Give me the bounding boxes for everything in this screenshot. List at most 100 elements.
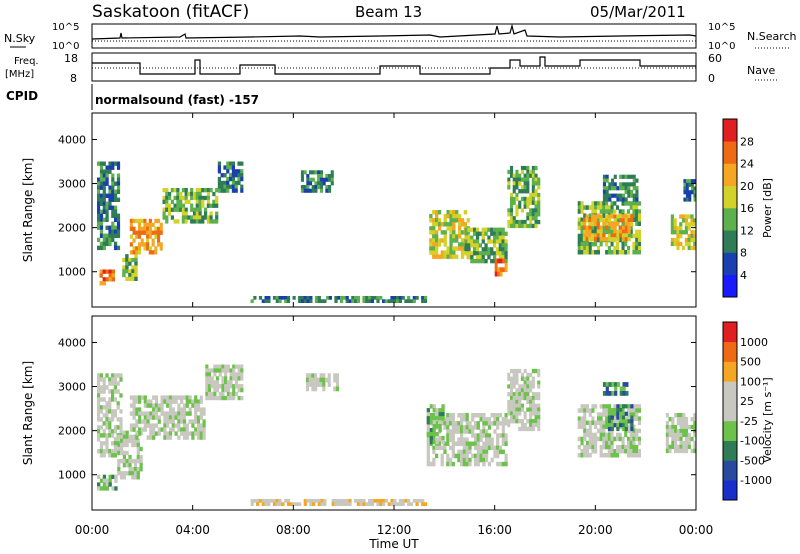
data-cell-p1-6 [446, 425, 450, 430]
data-cell-p1-8 [507, 399, 511, 405]
data-cell-p1-3 [191, 399, 195, 404]
data-cell-p0-2 [134, 261, 138, 266]
data-cell-p1-6 [468, 445, 472, 451]
data-cell-p0-16 [365, 299, 369, 303]
data-cell-p0-0 [108, 201, 112, 206]
data-cell-p1-9 [624, 444, 628, 450]
data-cell-p1-9 [629, 444, 633, 450]
data-cell-p0-15 [683, 179, 687, 184]
data-cell-p1-6 [485, 433, 489, 438]
data-cell-p1-8 [531, 399, 535, 405]
data-cell-p1-6 [498, 421, 503, 426]
data-cell-p1-6 [446, 457, 450, 463]
data-cell-p0-11 [637, 229, 641, 235]
data-cell-p0-10 [523, 177, 527, 182]
data-cell-p0-3 [129, 222, 133, 227]
data-cell-p0-7 [452, 230, 456, 235]
data-cell-p0-6 [325, 177, 329, 182]
data-cell-p0-4 [181, 203, 185, 208]
data-cell-p1-6 [476, 461, 480, 467]
data-cell-p1-9 [635, 416, 639, 421]
x-tick-label-1: 04:00 [175, 523, 210, 537]
data-cell-p0-8 [504, 251, 508, 256]
data-cell-p1-8 [526, 372, 530, 378]
data-cell-p0-0 [116, 173, 121, 178]
data-cell-p0-6 [303, 185, 307, 190]
data-cell-p0-12 [585, 229, 589, 234]
data-cell-p0-10 [531, 216, 535, 221]
data-cell-p1-8 [526, 380, 530, 385]
data-cell-p0-16 [303, 299, 307, 303]
data-cell-p1-8 [512, 411, 516, 416]
data-cell-p1-2 [128, 467, 132, 472]
data-cell-p0-13 [635, 189, 639, 194]
data-cell-p1-9 [580, 408, 584, 413]
data-cell-p0-3 [146, 238, 150, 243]
data-cell-p0-14 [670, 237, 674, 243]
data-cell-p1-13 [317, 502, 321, 506]
data-cell-p0-12 [621, 218, 626, 223]
data-cell-p1-9 [599, 420, 603, 425]
data-cell-p1-6 [460, 441, 464, 446]
data-cell-p0-8 [481, 231, 485, 236]
data-cell-p1-8 [507, 403, 511, 408]
data-cell-p1-8 [507, 411, 511, 416]
data-cell-p0-14 [673, 230, 677, 235]
data-cell-p0-12 [613, 218, 617, 223]
data-cell-p1-6 [448, 413, 453, 418]
data-cell-p0-7 [435, 230, 439, 235]
data-cell-p0-0 [102, 193, 106, 198]
data-cell-p1-6 [496, 417, 500, 422]
data-cell-p1-8 [534, 407, 538, 412]
data-cell-p1-6 [465, 425, 469, 430]
data-cell-p1-12 [674, 440, 678, 446]
data-cell-p0-4 [215, 203, 219, 208]
data-cell-p0-5 [231, 180, 235, 186]
data-cell-p1-6 [451, 461, 455, 467]
data-cell-p0-15 [685, 179, 689, 184]
data-cell-p0-0 [111, 173, 115, 178]
data-cell-p1-13 [278, 502, 282, 506]
data-cell-p1-9 [618, 432, 622, 438]
data-cell-p0-6 [314, 185, 318, 190]
data-cell-p0-10 [507, 181, 511, 186]
x-ticks: 00:00 04:00 08:00 12:00 16:00 20:00 00:00 [75, 113, 713, 537]
data-cell-p1-6 [454, 453, 458, 459]
data-cell-p0-5 [226, 176, 230, 182]
data-cell-p1-3 [168, 399, 173, 404]
data-cell-p1-4 [213, 384, 217, 389]
data-cell-p1-6 [504, 461, 508, 467]
data-cell-p1-10 [616, 411, 620, 416]
data-cell-p0-11 [602, 209, 606, 214]
data-cell-p0-6 [311, 177, 315, 182]
data-cell-p1-3 [132, 407, 136, 412]
data-cell-p0-7 [443, 234, 447, 239]
data-cell-p0-7 [449, 234, 453, 239]
data-cell-p1-4 [234, 376, 238, 381]
data-cell-p1-3 [199, 411, 203, 416]
data-cell-p0-0 [114, 193, 118, 198]
data-cell-p0-11 [605, 229, 609, 235]
data-cell-p0-11 [602, 229, 606, 235]
data-cell-p0-11 [605, 205, 609, 210]
data-cell-p1-13 [393, 502, 397, 506]
data-cell-p0-14 [670, 214, 674, 219]
data-cell-p0-16 [272, 296, 277, 300]
data-cell-p1-1 [102, 478, 107, 483]
data-cell-p1-6 [457, 429, 461, 434]
data-cell-p1-8 [529, 384, 533, 389]
data-cell-p0-11 [618, 209, 622, 214]
data-cell-p0-4 [176, 191, 180, 197]
data-cell-p0-16 [250, 299, 254, 303]
data-cell-p0-0 [116, 177, 121, 182]
data-cell-p1-10 [630, 404, 634, 409]
data-cell-p1-3 [180, 399, 184, 404]
data-cell-p1-5 [335, 377, 339, 383]
data-cell-p1-9 [591, 436, 595, 442]
data-cell-p1-2 [136, 446, 140, 452]
data-cell-p1-7 [435, 439, 439, 445]
data-cell-p0-12 [588, 218, 592, 223]
data-cell-p1-6 [479, 453, 483, 459]
data-cell-p0-0 [111, 185, 115, 190]
data-cell-p0-4 [195, 207, 199, 212]
